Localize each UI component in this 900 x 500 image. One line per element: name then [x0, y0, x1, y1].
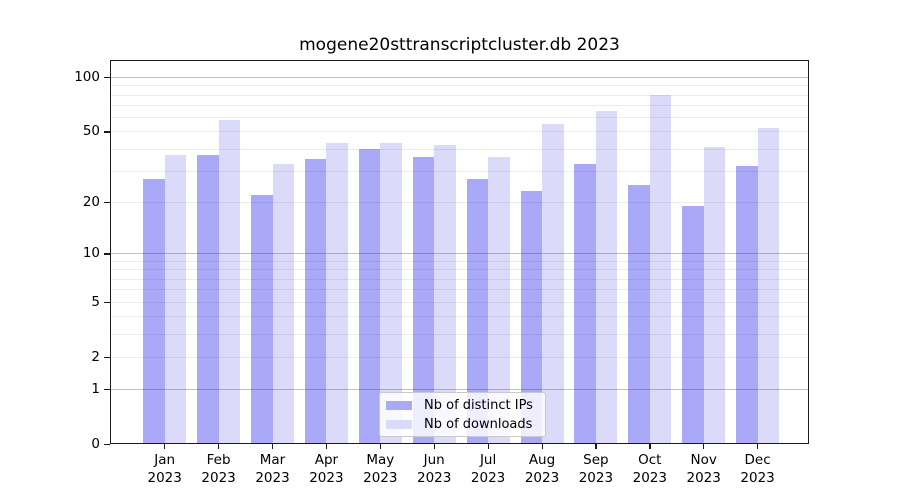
legend-label-downloads: Nb of downloads [424, 416, 533, 432]
x-tick-label-jun: Jun 2023 [417, 452, 452, 486]
bar-nb-of-downloads-jan [164, 154, 187, 444]
y-tick-label-20: 20 [82, 193, 100, 210]
bar-nb-of-downloads-jul [488, 156, 510, 444]
gridline-y-30 [110, 170, 809, 172]
bar-nb-of-downloads-nov [703, 146, 726, 444]
bar-nb-of-distinct-ips-oct [628, 184, 650, 444]
y-tick-10 [104, 253, 110, 255]
gridline-y-2 [110, 356, 809, 358]
y-tick-2 [104, 356, 110, 358]
bar-nb-of-distinct-ips-feb [197, 154, 219, 444]
gridline-y-90 [110, 85, 809, 87]
y-tick-20 [104, 201, 110, 204]
legend: Nb of distinct IPs Nb of downloads [379, 392, 546, 437]
x-tick-feb [218, 444, 220, 449]
gridline-y-60 [110, 117, 809, 119]
x-tick-jan [164, 444, 166, 449]
bar-nb-of-downloads-sep [595, 110, 618, 444]
legend-item-downloads: Nb of downloads [386, 415, 539, 433]
bar-nb-of-downloads-feb [218, 119, 241, 444]
y-tick-label-50: 50 [82, 123, 100, 140]
legend-swatch-distinct-ips [386, 400, 412, 410]
bar-nb-of-downloads-jun [434, 144, 456, 444]
gridline-y-6 [110, 289, 809, 291]
gridline-y-20 [110, 201, 809, 203]
x-tick-label-mar: Mar 2023 [255, 452, 290, 486]
gridline-y-3 [110, 333, 809, 335]
x-tick-apr [325, 444, 328, 449]
y-tick-label-1: 1 [91, 380, 100, 397]
y-tick-0 [104, 444, 110, 446]
x-tick-may [379, 444, 382, 449]
x-tick-label-jul: Jul 2023 [470, 452, 506, 486]
gridline-y-100 [110, 77, 809, 79]
bar-nb-of-downloads-may [380, 143, 402, 444]
bar-nb-of-distinct-ips-nov [682, 205, 704, 444]
x-tick-jun [433, 444, 435, 449]
x-tick-label-dec: Dec 2023 [740, 452, 775, 486]
y-tick-1 [104, 388, 110, 391]
bar-nb-of-distinct-ips-jun [412, 156, 435, 444]
legend-item-distinct-ips: Nb of distinct IPs [386, 396, 539, 414]
x-tick-label-jan: Jan 2023 [147, 452, 182, 486]
gridline-y-4 [110, 316, 809, 318]
y-tick-label-0: 0 [91, 436, 100, 452]
gridline-y-70 [110, 105, 809, 107]
bar-nb-of-downloads-dec [757, 128, 780, 444]
bar-nb-of-distinct-ips-aug [520, 191, 542, 444]
x-tick-label-apr: Apr 2023 [309, 452, 344, 486]
bar-nb-of-downloads-aug [542, 123, 564, 444]
x-tick-sep [595, 444, 597, 449]
x-tick-label-sep: Sep 2023 [578, 452, 614, 486]
bar-nb-of-distinct-ips-jan [143, 179, 165, 444]
y-tick-label-2: 2 [91, 348, 100, 365]
y-tick-50 [104, 131, 110, 133]
gridline-y-1 [110, 388, 809, 390]
y-tick-5 [104, 301, 110, 303]
y-tick-label-5: 5 [91, 293, 100, 310]
gridline-y-9 [110, 260, 809, 262]
bar-nb-of-downloads-oct [649, 94, 672, 444]
x-tick-nov [703, 444, 705, 449]
x-tick-label-nov: Nov 2023 [686, 452, 721, 486]
x-tick-label-feb: Feb 2023 [201, 452, 236, 486]
x-tick-label-may: May 2023 [363, 452, 398, 486]
gridline-y-40 [110, 148, 809, 150]
chart-title: mogene20sttranscriptcluster.db 2023 [299, 35, 620, 55]
gridline-y-5 [110, 301, 809, 303]
y-tick-label-100: 100 [74, 69, 100, 86]
x-tick-mar [272, 444, 274, 449]
bar-nb-of-downloads-mar [272, 163, 294, 444]
bar-nb-of-distinct-ips-dec [736, 166, 758, 444]
bar-nb-of-distinct-ips-apr [304, 159, 327, 444]
bar-nb-of-distinct-ips-sep [574, 163, 596, 444]
gridline-y-80 [110, 94, 809, 96]
x-tick-label-oct: Oct 2023 [632, 452, 667, 486]
legend-swatch-downloads [386, 419, 412, 429]
gridline-y-7 [110, 278, 809, 280]
y-tick-label-10: 10 [82, 245, 100, 262]
bar-nb-of-downloads-apr [326, 143, 348, 444]
x-tick-dec [757, 444, 759, 449]
y-tick-100 [104, 77, 110, 79]
x-tick-oct [649, 444, 651, 449]
gridline-y-10 [110, 253, 809, 255]
x-tick-jul [487, 444, 489, 449]
x-tick-aug [541, 444, 543, 449]
bar-nb-of-distinct-ips-jul [466, 179, 489, 444]
bar-nb-of-distinct-ips-mar [251, 194, 273, 444]
x-tick-label-aug: Aug 2023 [524, 452, 560, 486]
gridline-y-50 [110, 131, 809, 133]
bar-nb-of-distinct-ips-may [358, 148, 381, 444]
legend-label-distinct-ips: Nb of distinct IPs [424, 397, 533, 413]
gridline-y-8 [110, 269, 809, 271]
